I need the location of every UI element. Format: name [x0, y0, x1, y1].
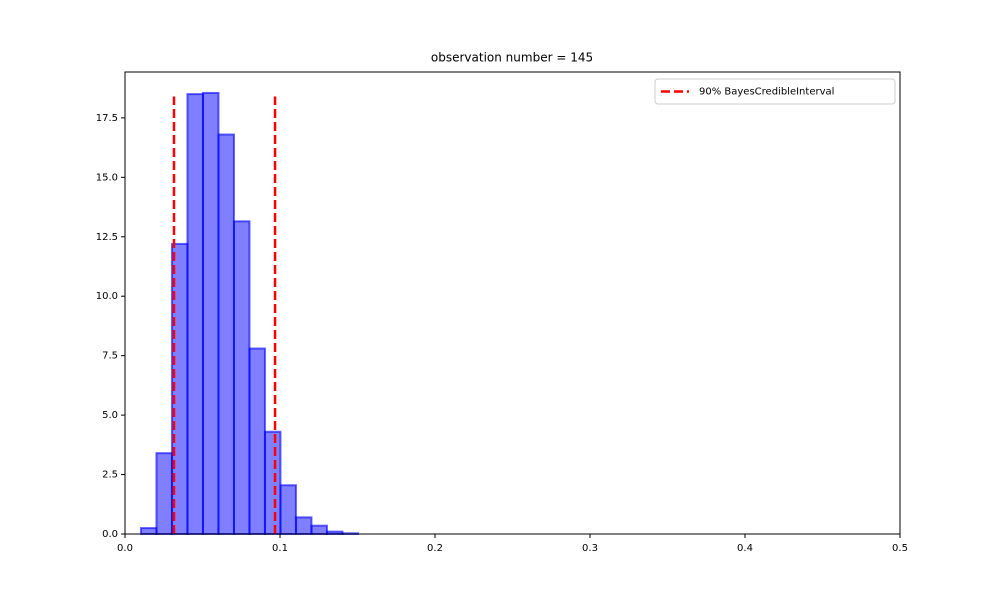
y-tick-label: 17.5 — [96, 113, 118, 124]
x-tick-label: 0.4 — [737, 543, 753, 554]
y-tick-label: 10.0 — [96, 291, 118, 302]
axes-frame — [124, 71, 901, 535]
bar — [279, 484, 297, 536]
bar — [217, 133, 235, 535]
y-tick-label: 7.5 — [102, 351, 118, 362]
x-tick-label: 0.3 — [582, 543, 598, 554]
chart-title: observation number = 145 — [431, 51, 593, 65]
x-tick-label: 0.5 — [892, 543, 908, 554]
bar — [139, 527, 158, 536]
x-tick-label: 0.1 — [272, 543, 288, 554]
y-tick-label: 5.0 — [102, 410, 118, 421]
bar — [248, 347, 266, 535]
legend-label: 90% BayesCredibleInterval — [699, 87, 834, 98]
y-tick-label: 2.5 — [102, 470, 118, 481]
bar — [263, 430, 282, 535]
bar — [310, 524, 328, 535]
y-tick-label: 0.0 — [102, 529, 118, 540]
legend-box — [654, 78, 896, 105]
bar — [186, 93, 204, 536]
bar — [155, 452, 173, 535]
x-tick-label: 0.0 — [117, 543, 133, 554]
bar — [232, 220, 251, 535]
bar — [294, 516, 313, 536]
x-tick-label: 0.2 — [427, 543, 443, 554]
bar — [201, 91, 220, 535]
y-tick-label: 15.0 — [96, 172, 118, 183]
y-tick-label: 12.5 — [96, 232, 118, 243]
